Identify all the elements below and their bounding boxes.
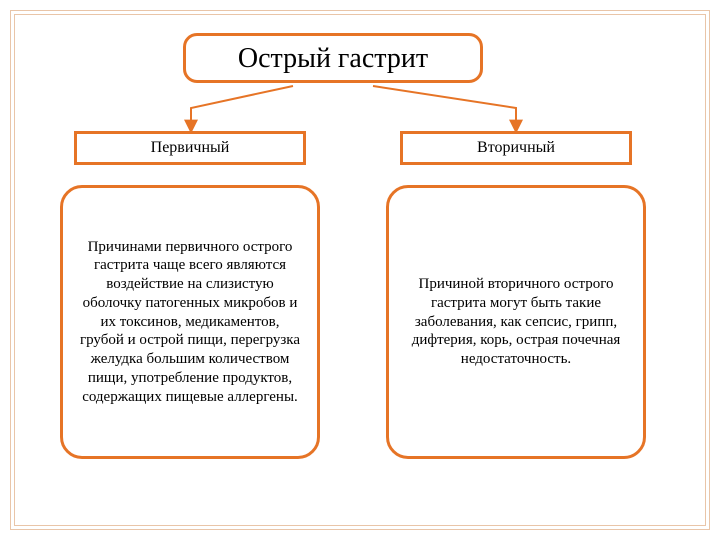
branch-desc-secondary: Причиной вторичного острого гастрита мог…: [386, 185, 646, 459]
connector-line: [373, 86, 516, 128]
branch-label-primary: Первичный: [74, 131, 306, 165]
branch-label-secondary: Вторичный: [400, 131, 632, 165]
branch-label-text: Вторичный: [477, 138, 555, 158]
branch-desc-primary: Причинами первичного острого гастрита ча…: [60, 185, 320, 459]
root-node: Острый гастрит: [183, 33, 483, 83]
branch-desc-text: Причиной вторичного острого гастрита мог…: [405, 275, 627, 369]
branch-desc-text: Причинами первичного острого гастрита ча…: [79, 238, 301, 407]
connector-line: [191, 86, 293, 128]
slide: Острый гастрит Первичный Причинами первич…: [0, 0, 720, 540]
branch-label-text: Первичный: [151, 138, 230, 158]
root-title: Острый гастрит: [238, 41, 428, 76]
